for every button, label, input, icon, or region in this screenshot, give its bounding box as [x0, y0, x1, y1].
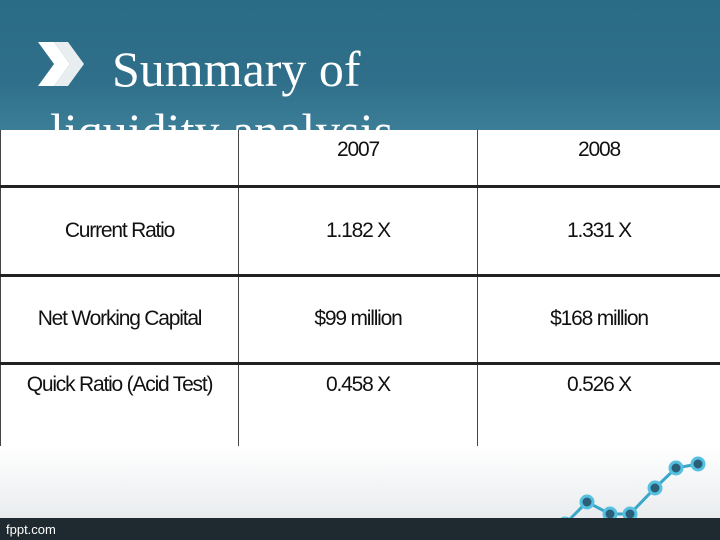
table-cell: 0.526 X — [477, 362, 720, 446]
footer-band — [0, 446, 720, 518]
table-cell: $99 million — [238, 273, 478, 364]
row-label: Current Ratio — [0, 185, 239, 276]
header-cell: 2008 — [477, 130, 720, 187]
table-cell: $168 million — [477, 273, 720, 364]
header-row: 2007 2008 — [0, 130, 720, 187]
table-cell: 0.458 X — [238, 362, 478, 446]
data-table: 2007 2008 Current Ratio 1.182 X 1.331 X Net… — [0, 130, 720, 446]
table-row: Current Ratio 1.182 X 1.331 X — [0, 185, 720, 276]
table-cell: 1.182 X — [238, 185, 478, 276]
title-line: Summary of — [112, 41, 361, 97]
footer-text: fppt.com — [6, 522, 56, 537]
row-label: Quick Ratio (Acid Test) — [0, 362, 239, 446]
header-cell — [0, 130, 239, 187]
footer-bar — [0, 518, 720, 540]
header-cell: 2007 — [238, 130, 478, 187]
chevron-icon — [38, 42, 84, 86]
decoration — [557, 456, 706, 532]
table-row: Net Working Capital $99 million $168 milli… — [0, 273, 720, 364]
table-row: Quick Ratio (Acid Test) 0.458 X 0.526 X — [0, 362, 720, 446]
table-cell: 1.331 X — [477, 185, 720, 276]
title-line: liquidity analysis — [50, 103, 394, 135]
row-label: Net Working Capital — [0, 273, 239, 364]
title-band: Summary of liquidity analysis — [0, 0, 720, 135]
